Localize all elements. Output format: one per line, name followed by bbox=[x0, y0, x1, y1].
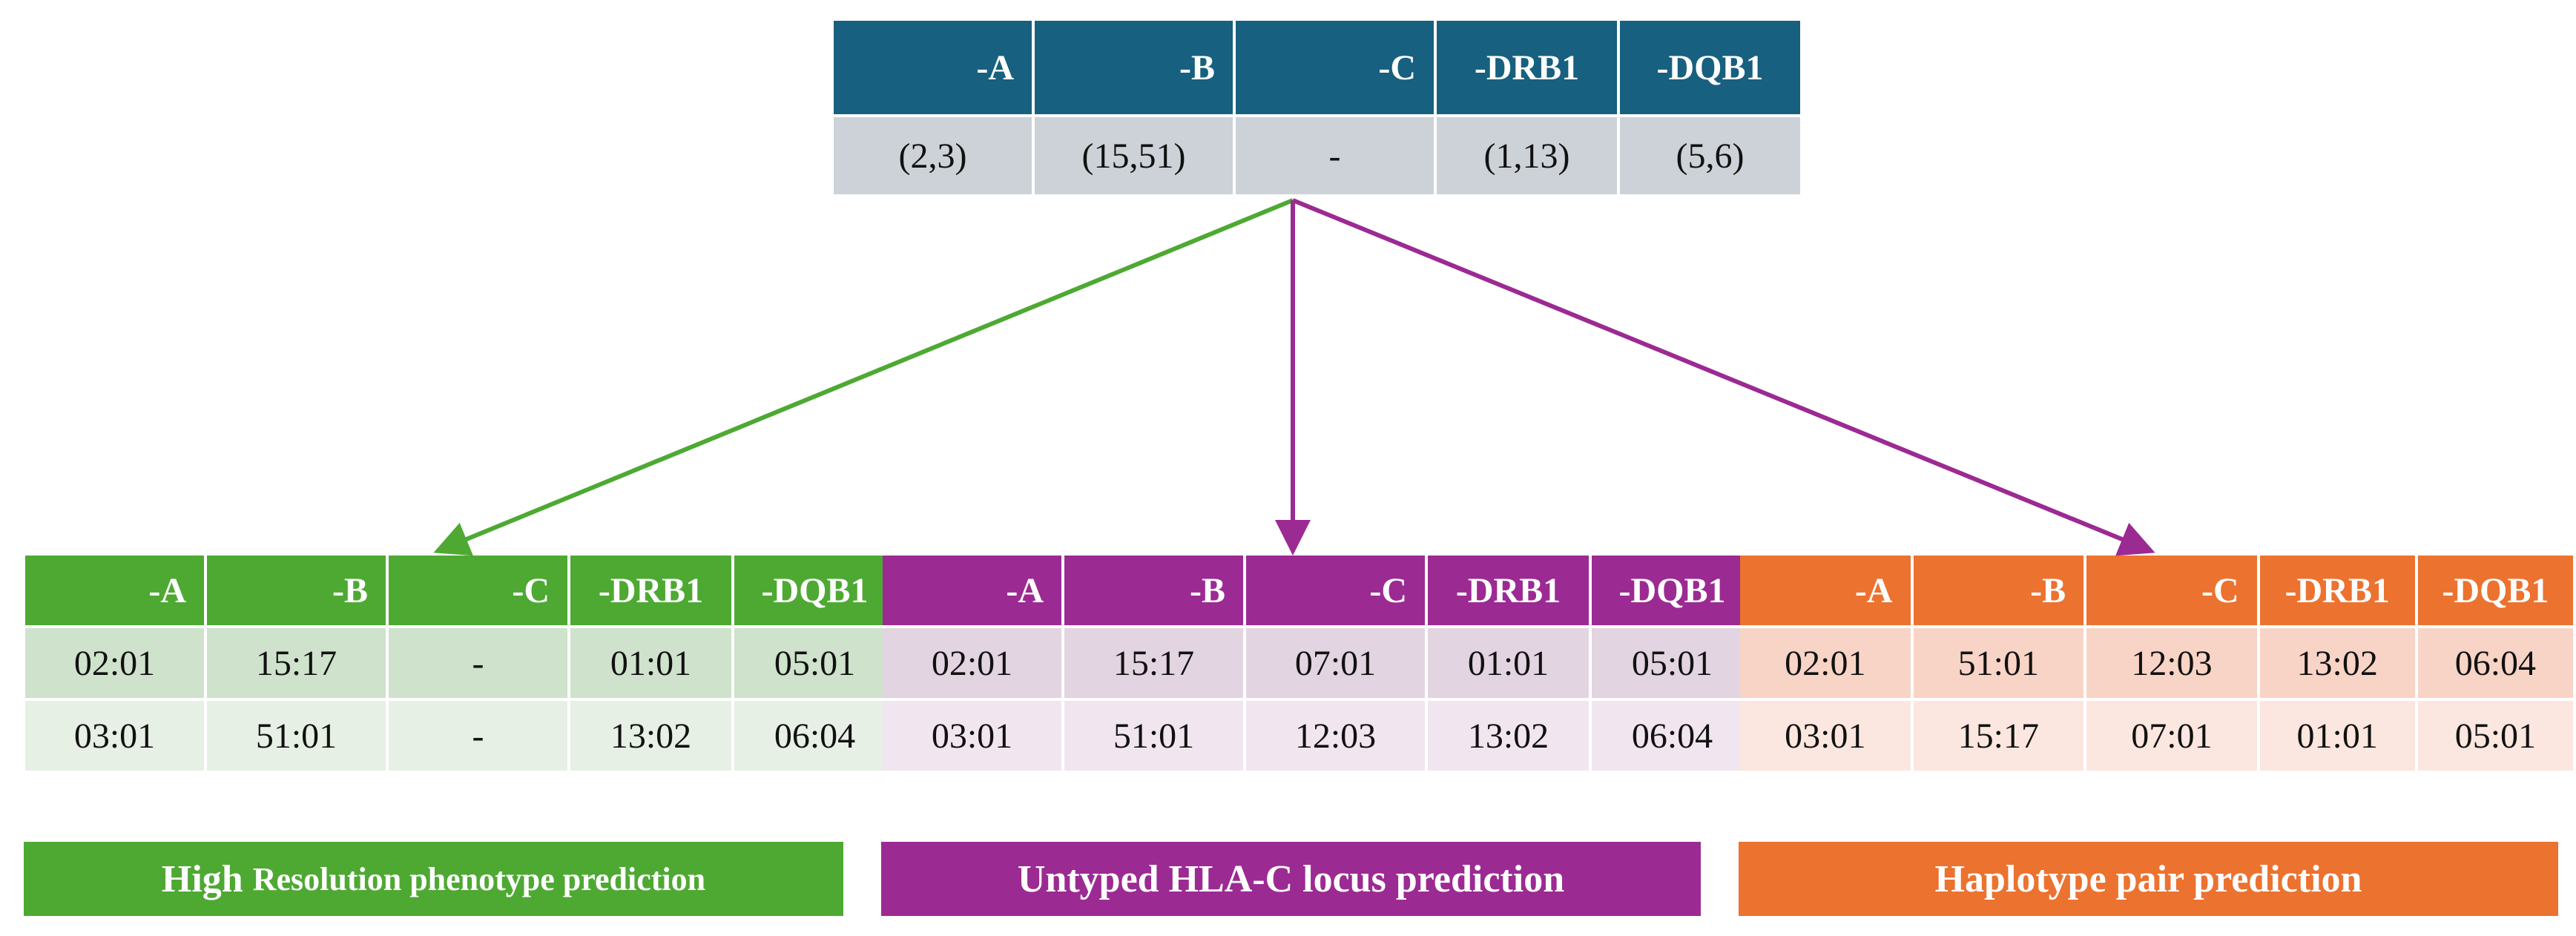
cell: (1,13) bbox=[1437, 117, 1617, 194]
cell: 13:02 bbox=[570, 701, 731, 771]
cell: 02:01 bbox=[25, 628, 204, 698]
header-a: -A bbox=[1740, 556, 1911, 625]
cell: 03:01 bbox=[25, 701, 204, 771]
table-row: 03:01 51:01 12:03 13:02 06:04 bbox=[883, 701, 1753, 771]
header-c: -C bbox=[389, 556, 567, 625]
cell: - bbox=[1236, 117, 1434, 194]
cell: 15:17 bbox=[1064, 628, 1243, 698]
arrow-to-haplotype-pair bbox=[1291, 198, 2155, 556]
haplotype-pair-label: Haplotype pair prediction bbox=[1739, 842, 2558, 916]
untyped-locus-label: Untyped HLA-C locus prediction bbox=[881, 842, 1701, 916]
cell: 51:01 bbox=[1913, 628, 2084, 698]
cell: 06:04 bbox=[1592, 701, 1753, 771]
cell: 01:01 bbox=[1428, 628, 1589, 698]
header-dqb1: -DQB1 bbox=[1620, 21, 1800, 114]
header-dqb1: -DQB1 bbox=[734, 556, 895, 625]
header-b: -B bbox=[1064, 556, 1243, 625]
cell: 01:01 bbox=[2259, 701, 2415, 771]
label-small-text: Resolution phenotype prediction bbox=[252, 860, 706, 897]
header-drb1: -DRB1 bbox=[1428, 556, 1589, 625]
header-row: -A -B -C -DRB1 -DQB1 bbox=[1740, 556, 2573, 625]
cell: 07:01 bbox=[2086, 701, 2257, 771]
cell: (2,3) bbox=[834, 117, 1032, 194]
high-resolution-table: -A -B -C -DRB1 -DQB1 02:01 15:17 - 01:01… bbox=[22, 553, 898, 774]
cell: 03:01 bbox=[883, 701, 1061, 771]
label-text: Haplotype pair prediction bbox=[1934, 857, 2362, 900]
header-b: -B bbox=[1035, 21, 1233, 114]
table-row: 02:01 15:17 07:01 01:01 05:01 bbox=[883, 628, 1753, 698]
cell: (5,6) bbox=[1620, 117, 1800, 194]
high-resolution-label: High Resolution phenotype prediction bbox=[24, 842, 843, 916]
header-drb1: -DRB1 bbox=[2259, 556, 2415, 625]
cell: 02:01 bbox=[883, 628, 1061, 698]
cell: 05:01 bbox=[1592, 628, 1753, 698]
cell: - bbox=[389, 701, 567, 771]
arrow-to-high-resolution bbox=[433, 198, 1294, 556]
input-typing-table: -A -B -C -DRB1 -DQB1 (2,3) (15,51) - (1,… bbox=[831, 18, 1803, 197]
header-c: -C bbox=[2086, 556, 2257, 625]
cell: 01:01 bbox=[570, 628, 731, 698]
header-row: -A -B -C -DRB1 -DQB1 bbox=[25, 556, 895, 625]
cell: 12:03 bbox=[1246, 701, 1425, 771]
header-dqb1: -DQB1 bbox=[1592, 556, 1753, 625]
label-text: Untyped HLA-C locus prediction bbox=[1017, 857, 1565, 900]
cell: 07:01 bbox=[1246, 628, 1425, 698]
header-row: -A -B -C -DRB1 -DQB1 bbox=[883, 556, 1753, 625]
input-row: (2,3) (15,51) - (1,13) (5,6) bbox=[834, 117, 1800, 194]
cell: (15,51) bbox=[1035, 117, 1233, 194]
cell: 13:02 bbox=[2259, 628, 2415, 698]
table-row: 03:01 15:17 07:01 01:01 05:01 bbox=[1740, 701, 2573, 771]
header-a: -A bbox=[834, 21, 1032, 114]
cell: 05:01 bbox=[2417, 701, 2573, 771]
cell: 03:01 bbox=[1740, 701, 1911, 771]
header-a: -A bbox=[25, 556, 204, 625]
table-row: 02:01 15:17 - 01:01 05:01 bbox=[25, 628, 895, 698]
header-b: -B bbox=[1913, 556, 2084, 625]
cell: 06:04 bbox=[734, 701, 895, 771]
label-main-text: High bbox=[161, 857, 253, 900]
untyped-locus-table: -A -B -C -DRB1 -DQB1 02:01 15:17 07:01 0… bbox=[880, 553, 1756, 774]
cell: 15:17 bbox=[207, 628, 386, 698]
haplotype-pair-table: -A -B -C -DRB1 -DQB1 02:01 51:01 12:03 1… bbox=[1737, 553, 2576, 774]
cell: 15:17 bbox=[1913, 701, 2084, 771]
header-a: -A bbox=[883, 556, 1061, 625]
table-row: 02:01 51:01 12:03 13:02 06:04 bbox=[1740, 628, 2573, 698]
cell: 13:02 bbox=[1428, 701, 1589, 771]
cell: - bbox=[389, 628, 567, 698]
header-row: -A -B -C -DRB1 -DQB1 bbox=[834, 21, 1800, 114]
header-drb1: -DRB1 bbox=[570, 556, 731, 625]
cell: 06:04 bbox=[2417, 628, 2573, 698]
header-drb1: -DRB1 bbox=[1437, 21, 1617, 114]
cell: 05:01 bbox=[734, 628, 895, 698]
table-row: 03:01 51:01 - 13:02 06:04 bbox=[25, 701, 895, 771]
header-c: -C bbox=[1246, 556, 1425, 625]
cell: 02:01 bbox=[1740, 628, 1911, 698]
cell: 51:01 bbox=[207, 701, 386, 771]
header-dqb1: -DQB1 bbox=[2417, 556, 2573, 625]
cell: 51:01 bbox=[1064, 701, 1243, 771]
header-b: -B bbox=[207, 556, 386, 625]
cell: 12:03 bbox=[2086, 628, 2257, 698]
header-c: -C bbox=[1236, 21, 1434, 114]
